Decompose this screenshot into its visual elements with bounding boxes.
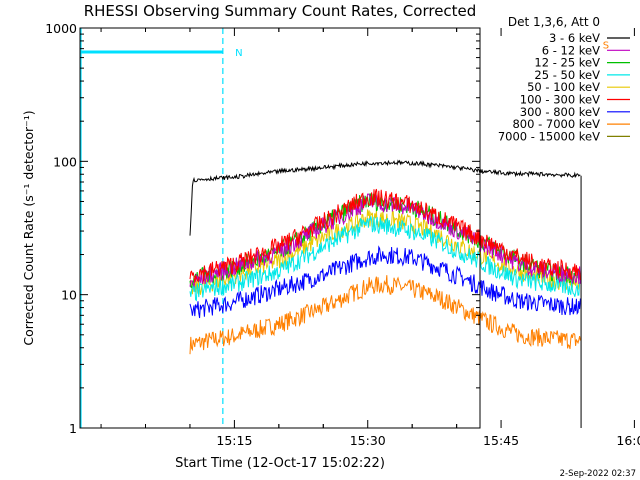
series-line-3-0 <box>189 216 581 302</box>
x-tick-label: 16:00 <box>616 433 640 448</box>
y-tick-label: 10 <box>61 288 77 303</box>
y-axis-label: Corrected Count Rate (s⁻¹ detector⁻¹) <box>21 110 36 345</box>
legend-label: 100 - 300 keV <box>520 93 600 107</box>
legend-label: 25 - 50 keV <box>534 68 600 82</box>
axes-frame <box>79 27 481 429</box>
legend-label: 6 - 12 keV <box>542 43 600 57</box>
legend-title: Det 1,3,6, Att 0 <box>508 15 600 29</box>
chart-title: RHESSI Observing Summary Count Rates, Co… <box>84 2 477 20</box>
y-tick-label: 1000 <box>45 21 77 36</box>
series-line-0-0 <box>189 159 581 236</box>
x-axis-label: Start Time (12-Oct-17 15:02:22) <box>175 456 385 471</box>
legend-label: 3 - 6 keV <box>549 31 600 45</box>
x-tick-label: 15:45 <box>483 433 519 448</box>
legend-label: 300 - 800 keV <box>520 105 600 119</box>
legend-label: 50 - 100 keV <box>527 80 600 94</box>
flag-label-s: S <box>603 41 609 52</box>
y-tick-label: 1 <box>69 421 77 436</box>
legend-label: 7000 - 15000 keV <box>498 129 600 143</box>
legend-label: 12 - 25 keV <box>534 56 600 70</box>
x-tick-label: 15:15 <box>216 433 252 448</box>
y-tick-label: 100 <box>53 154 77 169</box>
plot-area: NS <box>80 28 609 428</box>
series-line-4-0 <box>189 209 581 295</box>
x-tick-label: 15:30 <box>350 433 386 448</box>
series-line-5-0 <box>189 188 581 283</box>
flag-label-n: N <box>235 48 242 59</box>
series-line-7-0 <box>189 275 581 355</box>
footer-timestamp: 2-Sep-2022 02:37 <box>560 469 636 479</box>
legend-label: 800 - 7000 keV <box>512 117 600 131</box>
series-line-6-0 <box>189 245 581 319</box>
